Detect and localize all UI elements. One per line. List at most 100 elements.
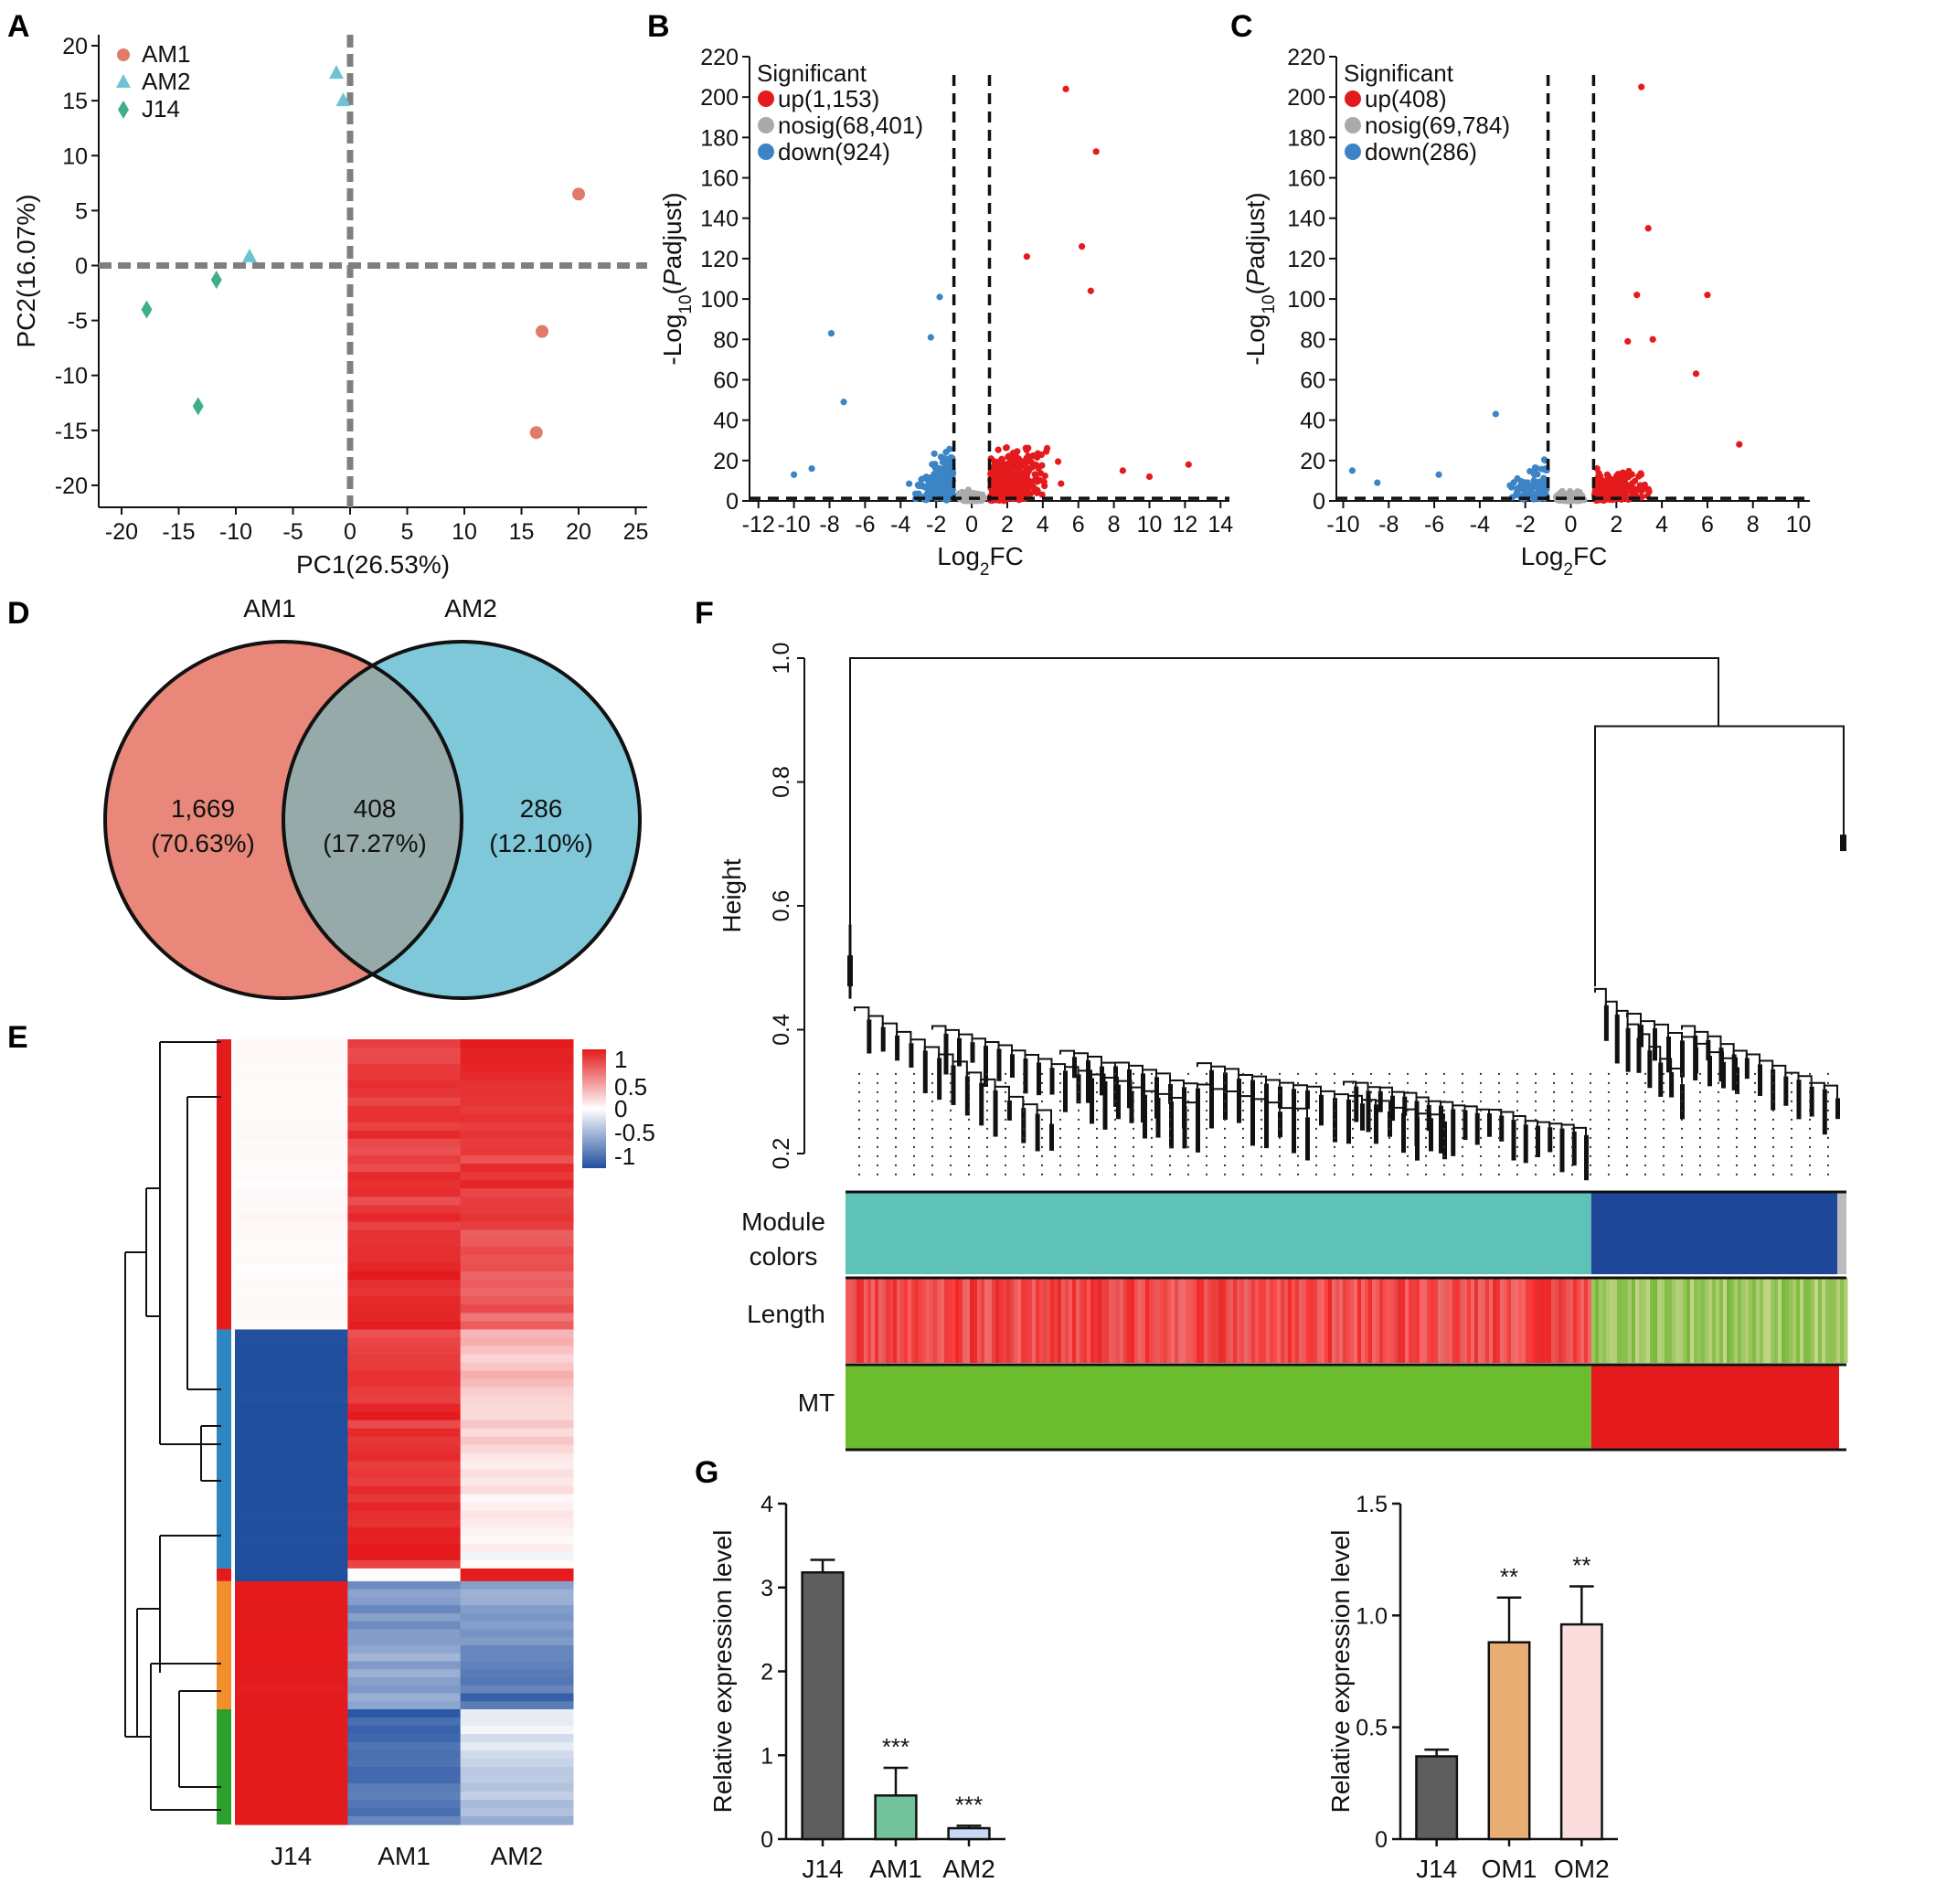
- stair-8: [1681, 1025, 1697, 1036]
- stair-5-leaf: [1523, 1124, 1528, 1164]
- length-stripe: [1617, 1278, 1622, 1363]
- length-stripe: [1738, 1278, 1742, 1363]
- heatmap-cell: [235, 1072, 348, 1081]
- y-tick-label: 60: [713, 367, 739, 393]
- heatmap-cell: [460, 1685, 574, 1695]
- length-stripe: [1189, 1278, 1194, 1363]
- heatmap-cell: [460, 1791, 574, 1801]
- stair-5-leaf: [1559, 1128, 1565, 1173]
- heatmap-cell: [347, 1089, 462, 1099]
- heatmap-cell: [347, 1676, 462, 1686]
- length-stripe: [1595, 1278, 1600, 1363]
- length-stripe: [1050, 1278, 1055, 1363]
- length-stripe: [1449, 1278, 1453, 1363]
- length-stripe: [1741, 1278, 1746, 1363]
- up-point: [1624, 337, 1632, 346]
- up-point: [1092, 148, 1100, 155]
- pca-point-j14: [141, 300, 153, 319]
- down-point: [936, 293, 943, 301]
- heatmap-cell: [347, 1791, 462, 1801]
- volcano-plot-c: -10 -8 -6 -4 -2 0 2 4 6 8 100204060801001201401601…: [1241, 45, 1811, 580]
- length-stripe: [1482, 1278, 1486, 1363]
- track-label-colors: colors: [750, 1242, 818, 1271]
- length-stripe: [1376, 1278, 1380, 1363]
- x-tick-label: 6: [1072, 512, 1085, 537]
- length-stripe: [1284, 1278, 1289, 1363]
- length-stripe: [1756, 1278, 1760, 1363]
- length-stripe: [1186, 1278, 1190, 1363]
- x-tick-label: 4: [1037, 512, 1049, 537]
- panel-label-c: C: [1230, 9, 1253, 44]
- length-stripe: [1171, 1278, 1175, 1363]
- heatmap-cell: [235, 1089, 348, 1099]
- length-stripe: [1010, 1278, 1015, 1363]
- down-point: [942, 448, 950, 456]
- heatmap-cell: [460, 1064, 574, 1073]
- heatmap-cell: [460, 1469, 574, 1479]
- length-stripe: [1822, 1278, 1826, 1363]
- y-tick-label: 15: [62, 89, 88, 114]
- length-stripe: [1829, 1278, 1834, 1363]
- heatmap-cell: [460, 1701, 574, 1710]
- heatmap-cell: [347, 1254, 462, 1264]
- heatmap-cell: [347, 1172, 462, 1181]
- stair-1: [854, 1006, 870, 1020]
- length-stripe: [1032, 1278, 1037, 1363]
- heatmap-column-label: J14: [271, 1842, 312, 1870]
- heatmap-cell: [347, 1661, 462, 1670]
- heatmap-cell: [347, 1807, 462, 1817]
- stair-5-leaf: [1584, 1134, 1589, 1181]
- heatmap-cell: [347, 1494, 462, 1504]
- y-tick-label: 80: [713, 327, 739, 353]
- length-stripe: [1555, 1278, 1559, 1363]
- y-tick-label: 140: [1287, 207, 1325, 232]
- heatmap-cell: [460, 1370, 574, 1380]
- stair-1-leaf: [880, 1026, 886, 1052]
- heatmap-cell: [460, 1518, 574, 1528]
- length-stripe: [911, 1278, 916, 1363]
- stair-8: [1707, 1035, 1722, 1048]
- length-stripe: [1025, 1278, 1029, 1363]
- y-tick-label: 0.5: [1356, 1716, 1388, 1741]
- panel-label-g: G: [695, 1455, 718, 1490]
- y-tick-label: 3: [761, 1576, 773, 1601]
- heatmap-cell: [460, 1494, 574, 1504]
- stair-3-leaf: [1292, 1112, 1296, 1154]
- up-point: [1009, 473, 1017, 481]
- length-stripe: [1562, 1278, 1567, 1363]
- significance-marker: **: [1572, 1552, 1590, 1580]
- length-stripe: [995, 1278, 1000, 1363]
- x-tick-label: J14: [1416, 1855, 1457, 1883]
- stair-6: [1615, 1009, 1629, 1028]
- heatmap-cell: [460, 1138, 574, 1148]
- heatmap-cell: [460, 1205, 574, 1215]
- stair-1: [1036, 1109, 1052, 1124]
- up-point: [1079, 243, 1086, 250]
- stair-2-leaf: [1063, 1070, 1068, 1112]
- heatmap-cell: [460, 1039, 574, 1048]
- heatmap-cell: [347, 1612, 462, 1622]
- length-stripe: [999, 1278, 1004, 1363]
- legend-label: down(286): [1365, 138, 1477, 165]
- x-tick-label: 25: [623, 519, 649, 545]
- legend-marker: [758, 90, 774, 107]
- stair-4-leaf: [1401, 1112, 1406, 1154]
- stair-3-leaf: [1209, 1092, 1214, 1129]
- legend-label: AM1: [142, 40, 190, 68]
- stair-4-leaf: [1346, 1099, 1351, 1144]
- heatmap-cell: [347, 1725, 462, 1735]
- length-stripe: [1149, 1278, 1154, 1363]
- stair-2-leaf: [1076, 1074, 1081, 1104]
- stair-3: [1101, 1061, 1116, 1067]
- heatmap-cell: [460, 1113, 574, 1123]
- heatmap-cell: [235, 1411, 348, 1421]
- stair-8-leaf: [1731, 1054, 1737, 1090]
- heatmap-cell: [460, 1197, 574, 1207]
- length-stripe: [1734, 1278, 1739, 1363]
- length-stripe: [1511, 1278, 1516, 1363]
- stair-3-leaf: [1168, 1084, 1173, 1104]
- row-cluster-bar: [217, 1708, 231, 1824]
- heatmap-cell: [460, 1329, 574, 1339]
- heatmap-cell: [460, 1669, 574, 1678]
- up-point: [1005, 488, 1012, 495]
